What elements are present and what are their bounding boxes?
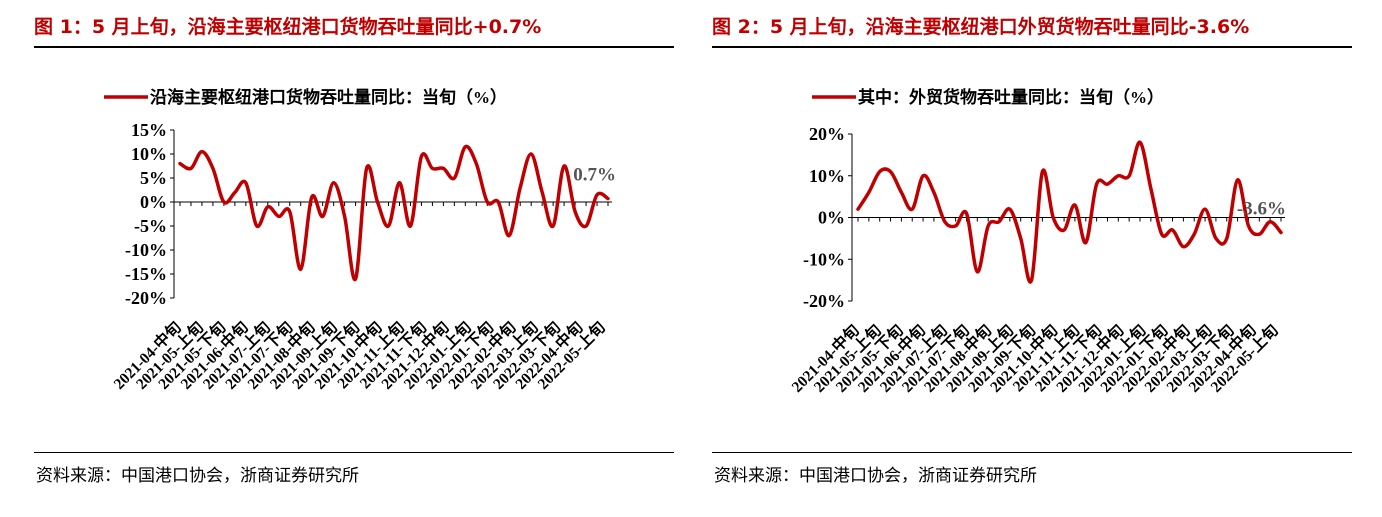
chart-2-y-tick-label: 10% [809,166,845,186]
figure-2-top-rule [712,46,1352,48]
chart-1-y-tick-label: 5% [140,168,167,188]
chart-2-y-tick-label: -10% [803,249,845,269]
figure-2-title: 图 2：5 月上旬，沿海主要枢纽港口外贸货物吞吐量同比-3.6% [712,16,1250,38]
chart-2-y-tick-label: -20% [803,291,845,311]
chart-1-y-tick-label: 10% [131,144,167,164]
chart-1-y-tick-label: 0% [140,192,167,212]
figure-1-bottom-rule [34,452,674,453]
figure-1-panel: 图 1：5 月上旬，沿海主要枢纽港口货物吞吐量同比+0.7% 沿海主要枢纽港口货… [34,0,674,517]
chart-1-y-tick-label: -20% [125,288,167,308]
figure-2-bottom-rule [712,452,1352,453]
chart-2-latest-value-label: -3.6% [1237,199,1286,220]
chart-2-y-tick-label: 0% [818,208,845,228]
figure-2-source-note: 资料来源：中国港口协会，浙商证券研究所 [714,466,1037,486]
figure-1-top-rule [34,46,674,48]
figure-2-line-chart: 其中：外贸货物吞吐量同比：当旬（%）20%10%0%-10%-20%2021-0… [787,87,1286,396]
chart-2-legend-label: 其中：外贸货物吞吐量同比：当旬（%） [858,87,1164,107]
chart-1-legend-label: 沿海主要枢纽港口货物吞吐量同比：当旬（%） [150,87,507,107]
figure-1-source-note: 资料来源：中国港口协会，浙商证券研究所 [36,466,359,486]
chart-1-latest-value-label: 0.7% [573,165,616,186]
figure-1-line-chart: 沿海主要枢纽港口货物吞吐量同比：当旬（%） 15% 10% 5% 0% -5% -10% -1… [104,87,616,393]
chart-2-series-line [856,140,1283,284]
chart-1-y-tick-label: -5% [134,216,167,236]
chart-1-y-tick-label: 15% [131,120,167,140]
chart-1-y-tick-label: -15% [125,264,167,284]
figure-1-title: 图 1：5 月上旬，沿海主要枢纽港口货物吞吐量同比+0.7% [34,16,542,38]
chart-1-y-tick-label: -10% [125,240,167,260]
figure-2-panel: 图 2：5 月上旬，沿海主要枢纽港口外贸货物吞吐量同比-3.6% 其中：外贸货物… [712,0,1352,517]
chart-2-y-tick-label: 20% [809,124,845,144]
chart-1-series-line [178,144,610,282]
